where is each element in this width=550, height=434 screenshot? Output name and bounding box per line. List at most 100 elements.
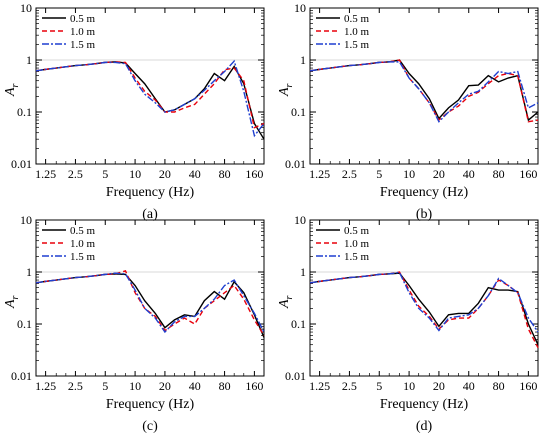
x-tick-label: 20 [433,379,445,393]
x-tick-label: 1.25 [35,379,56,393]
x-tick-label: 5 [102,167,108,181]
x-tick-label: 2.5 [68,379,83,393]
legend-label: 1.5 m [70,39,96,51]
y-tick-label: 0.01 [11,157,32,171]
x-tick-label: 5 [376,167,382,181]
legend-label: 1.0 m [70,238,96,250]
series-line-3 [35,272,265,334]
x-tick-label: 160 [245,167,263,181]
x-tick-label: 80 [493,379,505,393]
x-tick-label: 40 [463,167,475,181]
x-tick-label: 1.25 [309,379,330,393]
y-axis-label-sub: r [10,295,21,299]
legend-label: 1.0 m [70,26,96,38]
y-axis-label: Ar [277,295,295,309]
y-tick-label: 10 [294,1,306,15]
x-tick-label: 20 [433,167,445,181]
series-line-1 [309,272,539,345]
x-tick-label: 40 [189,379,201,393]
x-tick-label: 5 [376,379,382,393]
series-line-3 [309,61,539,123]
x-tick-label: 20 [159,167,171,181]
y-tick-label: 10 [294,213,306,227]
series-line-3 [35,59,265,138]
plot-frame [35,219,265,377]
x-tick-label: 10 [403,379,415,393]
y-tick-label: 1 [300,53,306,67]
y-tick-label: 10 [20,213,32,227]
chart-panel: 0.01 0.1 1 10 1.25 2.5 5 10 20 40 80 160 Frequency (… [277,213,539,434]
y-axis-label: Ar [3,295,21,309]
x-tick-label: 80 [219,379,231,393]
panel-label: (c) [142,419,158,434]
x-tick-label: 10 [403,167,415,181]
legend-label: 1.0 m [344,238,370,250]
x-tick-label: 5 [102,379,108,393]
x-axis-label: Frequency (Hz) [106,397,195,412]
x-tick-label: 40 [189,167,201,181]
panel-label: (b) [416,207,433,222]
x-tick-label: 80 [219,167,231,181]
x-tick-label: 2.5 [342,167,357,181]
legend-label: 0.5 m [70,225,96,237]
series-line-1 [35,61,265,140]
x-tick-label: 40 [463,379,475,393]
y-axis-label-main: A [3,299,18,309]
y-tick-label: 0.1 [291,317,306,331]
y-tick-label: 0.1 [17,317,32,331]
y-tick-label: 0.01 [285,157,306,171]
legend-label: 0.5 m [70,13,96,25]
y-tick-label: 0.1 [17,105,32,119]
y-axis-label-sub: r [10,83,21,87]
y-tick-label: 0.01 [285,369,306,383]
x-axis-label: Frequency (Hz) [380,185,469,200]
chart-panel: 0.01 0.1 1 10 1.25 2.5 5 10 20 40 80 160 Frequency (… [277,1,539,222]
plot-frame [35,7,265,165]
panel-label: (d) [416,419,433,434]
x-tick-label: 2.5 [68,167,83,181]
legend-label: 1.5 m [70,251,96,263]
x-tick-label: 160 [519,379,537,393]
series-line-2 [35,61,265,129]
y-tick-label: 0.01 [11,369,32,383]
series-line-3 [309,271,539,333]
legend-label: 1.5 m [344,251,370,263]
x-tick-label: 160 [245,379,263,393]
x-axis-label: Frequency (Hz) [106,185,195,200]
x-tick-label: 2.5 [342,379,357,393]
x-tick-label: 160 [519,167,537,181]
chart-panel: 0.01 0.1 1 10 1.25 2.5 5 10 20 40 80 160 Frequency (… [3,213,265,434]
y-axis-label-sub: r [284,83,295,87]
y-axis-label: Ar [3,83,21,97]
legend-label: 1.5 m [344,39,370,51]
y-tick-label: 1 [26,265,32,279]
y-tick-label: 0.1 [291,105,306,119]
x-tick-label: 1.25 [309,167,330,181]
y-axis-label-main: A [277,299,292,309]
plot-frame [309,219,539,377]
x-tick-label: 20 [159,379,171,393]
legend-label: 0.5 m [344,225,370,237]
chart-panel: 0.01 0.1 1 10 1.25 2.5 5 10 20 40 80 160 Frequency (… [3,1,265,222]
series-line-2 [309,271,539,349]
x-tick-label: 10 [129,379,141,393]
legend-label: 0.5 m [344,13,370,25]
series-line-2 [35,270,265,336]
y-axis-label: Ar [277,83,295,97]
series-line-1 [35,273,265,338]
x-axis-label: Frequency (Hz) [380,397,469,412]
series-line-1 [309,59,539,122]
y-axis-label-sub: r [284,295,295,299]
y-tick-label: 1 [300,265,306,279]
y-tick-label: 1 [26,53,32,67]
x-tick-label: 80 [493,167,505,181]
y-axis-label-main: A [277,87,292,97]
x-tick-label: 10 [129,167,141,181]
panel-label: (a) [142,207,158,222]
plot-frame [309,7,539,165]
y-tick-label: 10 [20,1,32,15]
x-tick-label: 1.25 [35,167,56,181]
y-axis-label-main: A [3,87,18,97]
legend-label: 1.0 m [344,26,370,38]
